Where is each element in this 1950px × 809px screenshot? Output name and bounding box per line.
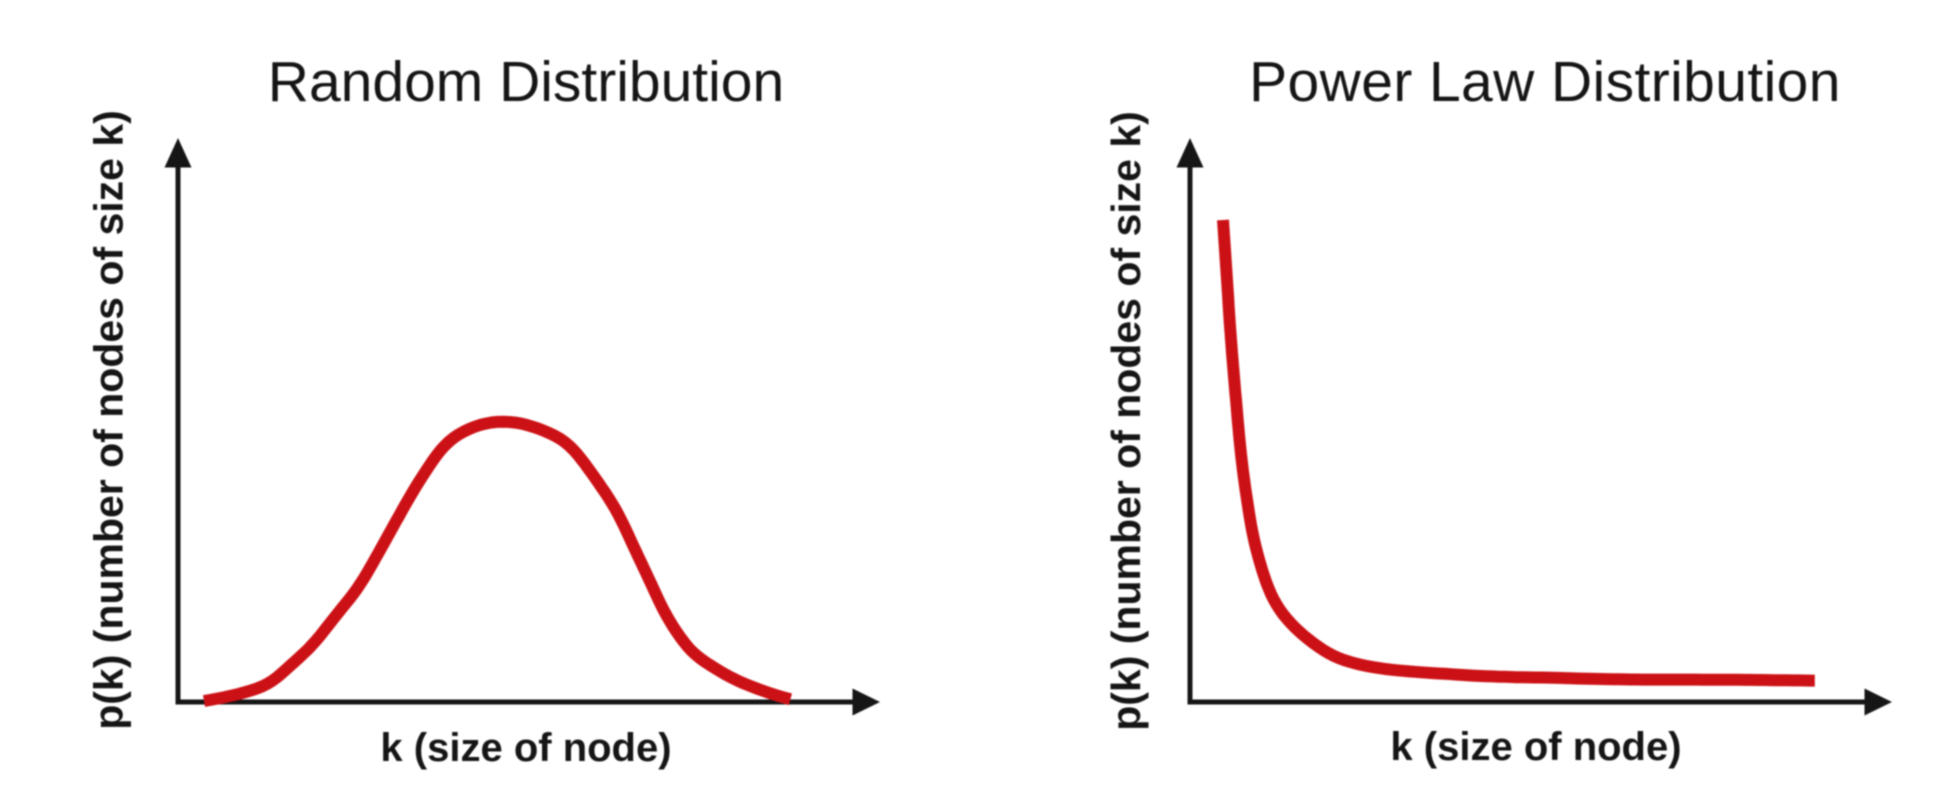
svg-text:k (size of node): k (size of node): [380, 726, 671, 770]
svg-text:p(k) (number of nodes of size: p(k) (number of nodes of size k): [1103, 111, 1149, 731]
svg-text:Power Law Distribution: Power Law Distribution: [1249, 50, 1841, 114]
svg-text:k (size of node): k (size of node): [1390, 725, 1681, 769]
svg-text:Random Distribution: Random Distribution: [268, 50, 784, 114]
svg-text:p(k) (number of nodes of size: p(k) (number of nodes of size k): [86, 110, 132, 730]
